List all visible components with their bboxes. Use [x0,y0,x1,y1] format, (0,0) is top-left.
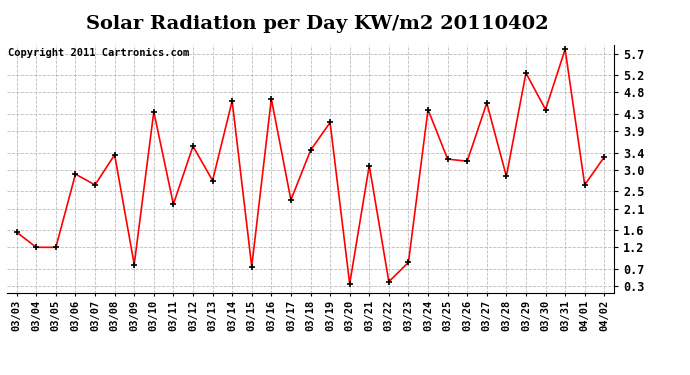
Text: Solar Radiation per Day KW/m2 20110402: Solar Radiation per Day KW/m2 20110402 [86,15,549,33]
Text: Copyright 2011 Cartronics.com: Copyright 2011 Cartronics.com [8,48,189,57]
